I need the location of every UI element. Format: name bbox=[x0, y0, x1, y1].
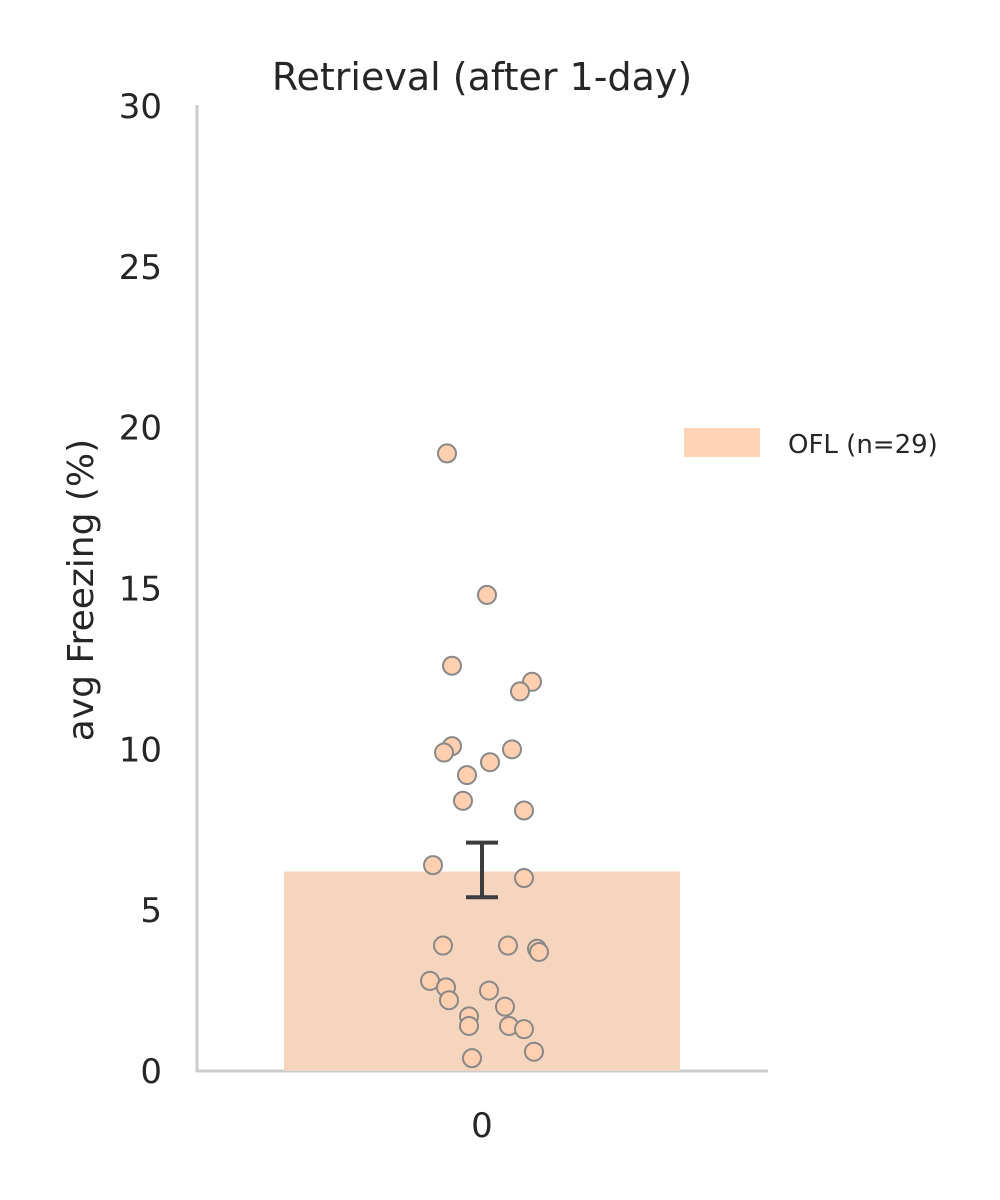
y-tick-label: 10 bbox=[119, 730, 162, 770]
chart-title: Retrieval (after 1-day) bbox=[272, 55, 692, 99]
data-point bbox=[502, 739, 522, 760]
data-point bbox=[479, 980, 499, 1001]
legend: OFL (n=29) bbox=[684, 428, 938, 460]
y-tick-label: 30 bbox=[119, 87, 162, 127]
data-point bbox=[442, 655, 462, 676]
y-tick-label: 20 bbox=[119, 409, 162, 449]
y-tick-label: 25 bbox=[119, 248, 162, 288]
data-point bbox=[514, 1019, 534, 1040]
data-point bbox=[529, 941, 549, 962]
data-point bbox=[495, 996, 515, 1017]
y-tick-label: 0 bbox=[140, 1052, 162, 1092]
data-point bbox=[462, 1048, 482, 1069]
data-point bbox=[480, 752, 500, 773]
y-tick-label: 5 bbox=[140, 891, 162, 931]
data-point bbox=[434, 742, 454, 763]
y-axis-label: avg Freezing (%) bbox=[61, 439, 102, 741]
data-point bbox=[437, 443, 457, 464]
data-point bbox=[453, 790, 473, 811]
data-point bbox=[514, 868, 534, 888]
y-tick-label: 15 bbox=[119, 570, 162, 610]
legend-swatch bbox=[684, 428, 760, 457]
data-point bbox=[477, 584, 497, 605]
data-point bbox=[439, 990, 459, 1011]
data-point bbox=[514, 800, 534, 821]
data-point bbox=[510, 681, 530, 702]
plot-area: 0 5 10 15 20 25 30 0 bbox=[119, 87, 768, 1146]
x-tick-label: 0 bbox=[471, 1106, 493, 1146]
data-point bbox=[498, 935, 518, 956]
data-point bbox=[433, 935, 453, 956]
bar bbox=[284, 871, 680, 1071]
legend-label: OFL (n=29) bbox=[788, 430, 938, 460]
data-point bbox=[457, 765, 477, 786]
data-point bbox=[423, 855, 443, 876]
data-point bbox=[524, 1041, 544, 1062]
data-point bbox=[459, 1015, 479, 1036]
